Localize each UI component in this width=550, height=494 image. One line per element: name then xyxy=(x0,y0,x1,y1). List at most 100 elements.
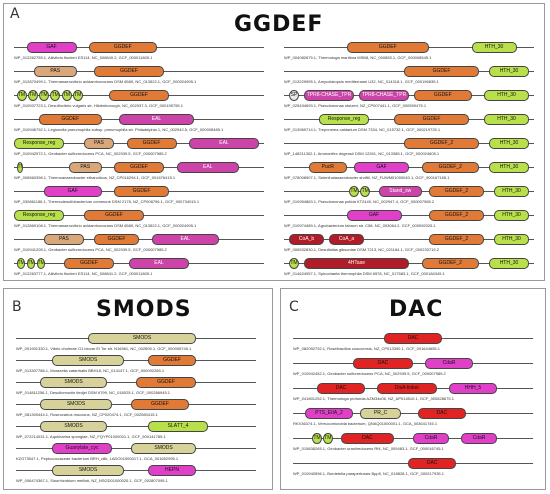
architecture-caption: WP_010974489.1, Agrobacterium fabrum str… xyxy=(284,223,436,228)
protein-backbone-line xyxy=(16,426,256,427)
domain-box: GGDEF_2 xyxy=(421,162,479,173)
architecture-row: Guanylate_cyc SMODS KZG73547.1, Peptococca… xyxy=(16,441,256,463)
protein-backbone-line xyxy=(284,263,534,264)
architecture-caption: WP_006474367.1, Sinorhizobium meliloti, … xyxy=(16,478,168,483)
architecture-row: SMODS GGDEF WP_013307786.1, Moraxella cata… xyxy=(16,353,256,375)
domain-box: GGDEF xyxy=(109,90,169,101)
architecture-row: SMODS GGDEF WP_014811256.1, Desulfomonile … xyxy=(16,375,256,397)
architecture-row: GAF GGDEF WP_030861186.1, Thermodesulfobac… xyxy=(14,184,264,206)
architecture-row: GGDEF_2 HTH_30 WP_148211302.1, Ammonifex d… xyxy=(284,136,534,158)
architecture-caption: WP_041801252.1, Thermotoga profunda AZM3… xyxy=(293,396,454,401)
domain-box: TM xyxy=(323,433,333,444)
domain-box: GGDEF_2 xyxy=(421,258,479,269)
domain-box: EAL xyxy=(129,258,189,269)
protein-backbone-line xyxy=(16,470,256,471)
protein-backbone-line xyxy=(16,360,256,361)
architecture-caption: WP_078008907.1, Selenihalanaerobacter sh… xyxy=(284,175,450,180)
domain-box: GGDEF xyxy=(148,355,196,366)
architecture-caption: WP_010941205.1, Geobacter sulfurreducens… xyxy=(14,247,167,252)
domain-box: CdaR xyxy=(413,433,449,444)
architecture-row: DAC WP_082092792.1, Roseibacillus coscoen… xyxy=(293,331,533,353)
architecture-caption: WP_072214031.1, Aquimarina spongiae, NZ_… xyxy=(16,434,166,439)
domain-box: GAF xyxy=(346,210,402,221)
architecture-row: DAC WP_010940596.1, Bordetella parapertus… xyxy=(293,456,533,478)
architecture-caption: WP_012262755.1, Aliivibrio fischeri ES11… xyxy=(14,55,153,60)
architecture-caption: WP_081309444.1, Roseovarius mucosus, NZ_… xyxy=(16,412,158,417)
architecture-caption: WP_010942452.1, Geobacter sulfurreducens… xyxy=(293,371,446,376)
domain-box: GGDEF xyxy=(89,42,157,53)
domain-box: EAL xyxy=(176,162,239,173)
architecture-row: SMODS HEPN WP_006474367.1, Sinorhizobium m… xyxy=(16,463,256,485)
domain-box: GGDEF_2 xyxy=(404,138,479,149)
domain-box: GGDEF xyxy=(131,399,189,410)
domain-box: TM xyxy=(16,90,27,101)
panel-c-label: C xyxy=(289,299,299,315)
architecture-caption: WP_082092792.1, Roseibacillus coscoensis… xyxy=(293,346,440,351)
domain-box: GGDEF xyxy=(94,234,139,245)
protein-backbone-line xyxy=(293,363,533,364)
architecture-caption: WP_006532830.1, Desulfallas gibsoniae DS… xyxy=(284,247,439,252)
domain-box: GGDEF xyxy=(404,66,479,77)
domain-box: GGDEF xyxy=(414,90,472,101)
architecture-row: PAS GGDEF EAL WP_010941205.1, Geobacter sul… xyxy=(14,232,264,254)
protein-backbone-line xyxy=(14,239,264,240)
domain-box: Guanylate_cyc xyxy=(52,443,112,454)
architecture-caption: WP_030861186.1, Thermodesulfobacterium c… xyxy=(14,199,200,204)
domain-box: TM xyxy=(289,258,299,269)
architecture-caption: WP_010946792.1, Legionella pneumophila s… xyxy=(14,127,224,132)
domain-box: CoA_b xyxy=(289,234,324,245)
architecture-row: Response_reg GGDEF WP_012869108.1, Therman… xyxy=(14,208,264,230)
panel-b-title: SMODS xyxy=(96,297,192,322)
domain-box: TM xyxy=(36,258,46,269)
domain-box: PAS xyxy=(69,162,102,173)
architecture-row: DAC CdaR WP_010942452.1, Geobacter sulfurr… xyxy=(293,356,533,378)
architecture-caption: WP_025434693.1, Pseudomonas stutzeri, NZ… xyxy=(284,103,427,108)
domain-box: DAC xyxy=(384,333,442,344)
domain-box: GGDEF xyxy=(94,66,164,77)
architecture-caption: WP_001901330.1, Vibrio cholerae O1 biova… xyxy=(16,346,192,351)
domain-box: GGDEF xyxy=(126,138,177,149)
domain-box: GGDEF xyxy=(64,258,114,269)
domain-box: Response_reg xyxy=(319,114,369,125)
architecture-caption: WP_010954863.1, Pseudomonas putida KT244… xyxy=(284,199,435,204)
domain-box: TM xyxy=(72,90,83,101)
domain-box: CdaR xyxy=(425,358,473,369)
domain-box: TM xyxy=(61,90,72,101)
domain-box: GGDEF_2 xyxy=(429,210,484,221)
architecture-row: TM TM DAC CdaR CdaR WP_015838265.1, Geobacter… xyxy=(293,431,533,453)
architecture-row: GGDEF HTH_30 WP_013229995.1, Amycolatopsis… xyxy=(284,64,534,86)
domain-box: HEPN xyxy=(148,465,196,476)
architecture-caption: WP_012869108.1, Thermanaerovibrio acidam… xyxy=(14,223,197,228)
domain-box: TM xyxy=(27,90,38,101)
domain-box: GGDEF_2 xyxy=(429,186,484,197)
domain-box: SMODS xyxy=(52,355,124,366)
domain-box: SP xyxy=(289,90,299,101)
architecture-row: SMODS WP_001901330.1, Vibrio cholerae O1 … xyxy=(16,331,256,353)
domain-box: SMODS xyxy=(40,377,108,388)
domain-box: SMODS xyxy=(88,333,196,344)
domain-box: HTH_30 xyxy=(494,234,529,245)
domain-box: TM xyxy=(16,162,23,173)
domain-box: DAC xyxy=(353,358,413,369)
domain-box: PR_C xyxy=(360,408,401,419)
architecture-row: TM TM TM GGDEF EAL WP_012263777.1, Aliivibrio… xyxy=(14,256,264,278)
architecture-row: SP TPR8-CHASE_TPR TPR8-CHASE_TPR GGDEF HTH_3… xyxy=(284,88,534,110)
protein-backbone-line xyxy=(284,95,534,96)
architecture-caption: WP_013229995.1, Amycolatopsis mediterran… xyxy=(284,79,439,84)
architecture-row: TM TM TM TM TM TM GGDEF WP_010937723.1, Desulfo… xyxy=(14,88,264,110)
architecture-caption: WP_006560396.1, Thermoanaerobacter ethan… xyxy=(14,175,176,180)
architecture-row: SMODS GGDEF WP_081309444.1, Roseovarius mu… xyxy=(16,397,256,419)
architecture-row: PucR GAF GGDEF_2 HTH_30 WP_078008907.1, Sele… xyxy=(284,160,534,182)
domain-box: HTH_30 xyxy=(489,258,529,269)
architecture-row: GGDEF EAL WP_010946792.1, Legionella pneum… xyxy=(14,112,264,134)
architecture-caption: RKX36374.1, Verrucomicrobia bacterium, Q… xyxy=(293,421,438,426)
domain-box: CoA_a xyxy=(329,234,364,245)
domain-box: GGDEF xyxy=(84,210,144,221)
panel-a: A GGDEF GAF GGDEF WP_012262755.1, Aliivibr… xyxy=(3,3,545,281)
architecture-row: Response_reg PAS GGDEF EAL WP_010942572.1, G… xyxy=(14,136,264,158)
domain-box: Stand_sw xyxy=(379,186,422,197)
domain-box: TM xyxy=(39,90,49,101)
architecture-caption: KZG73547.1, Peptococcaceae bacterium BRH… xyxy=(16,456,179,461)
protein-backbone-line xyxy=(284,239,534,240)
